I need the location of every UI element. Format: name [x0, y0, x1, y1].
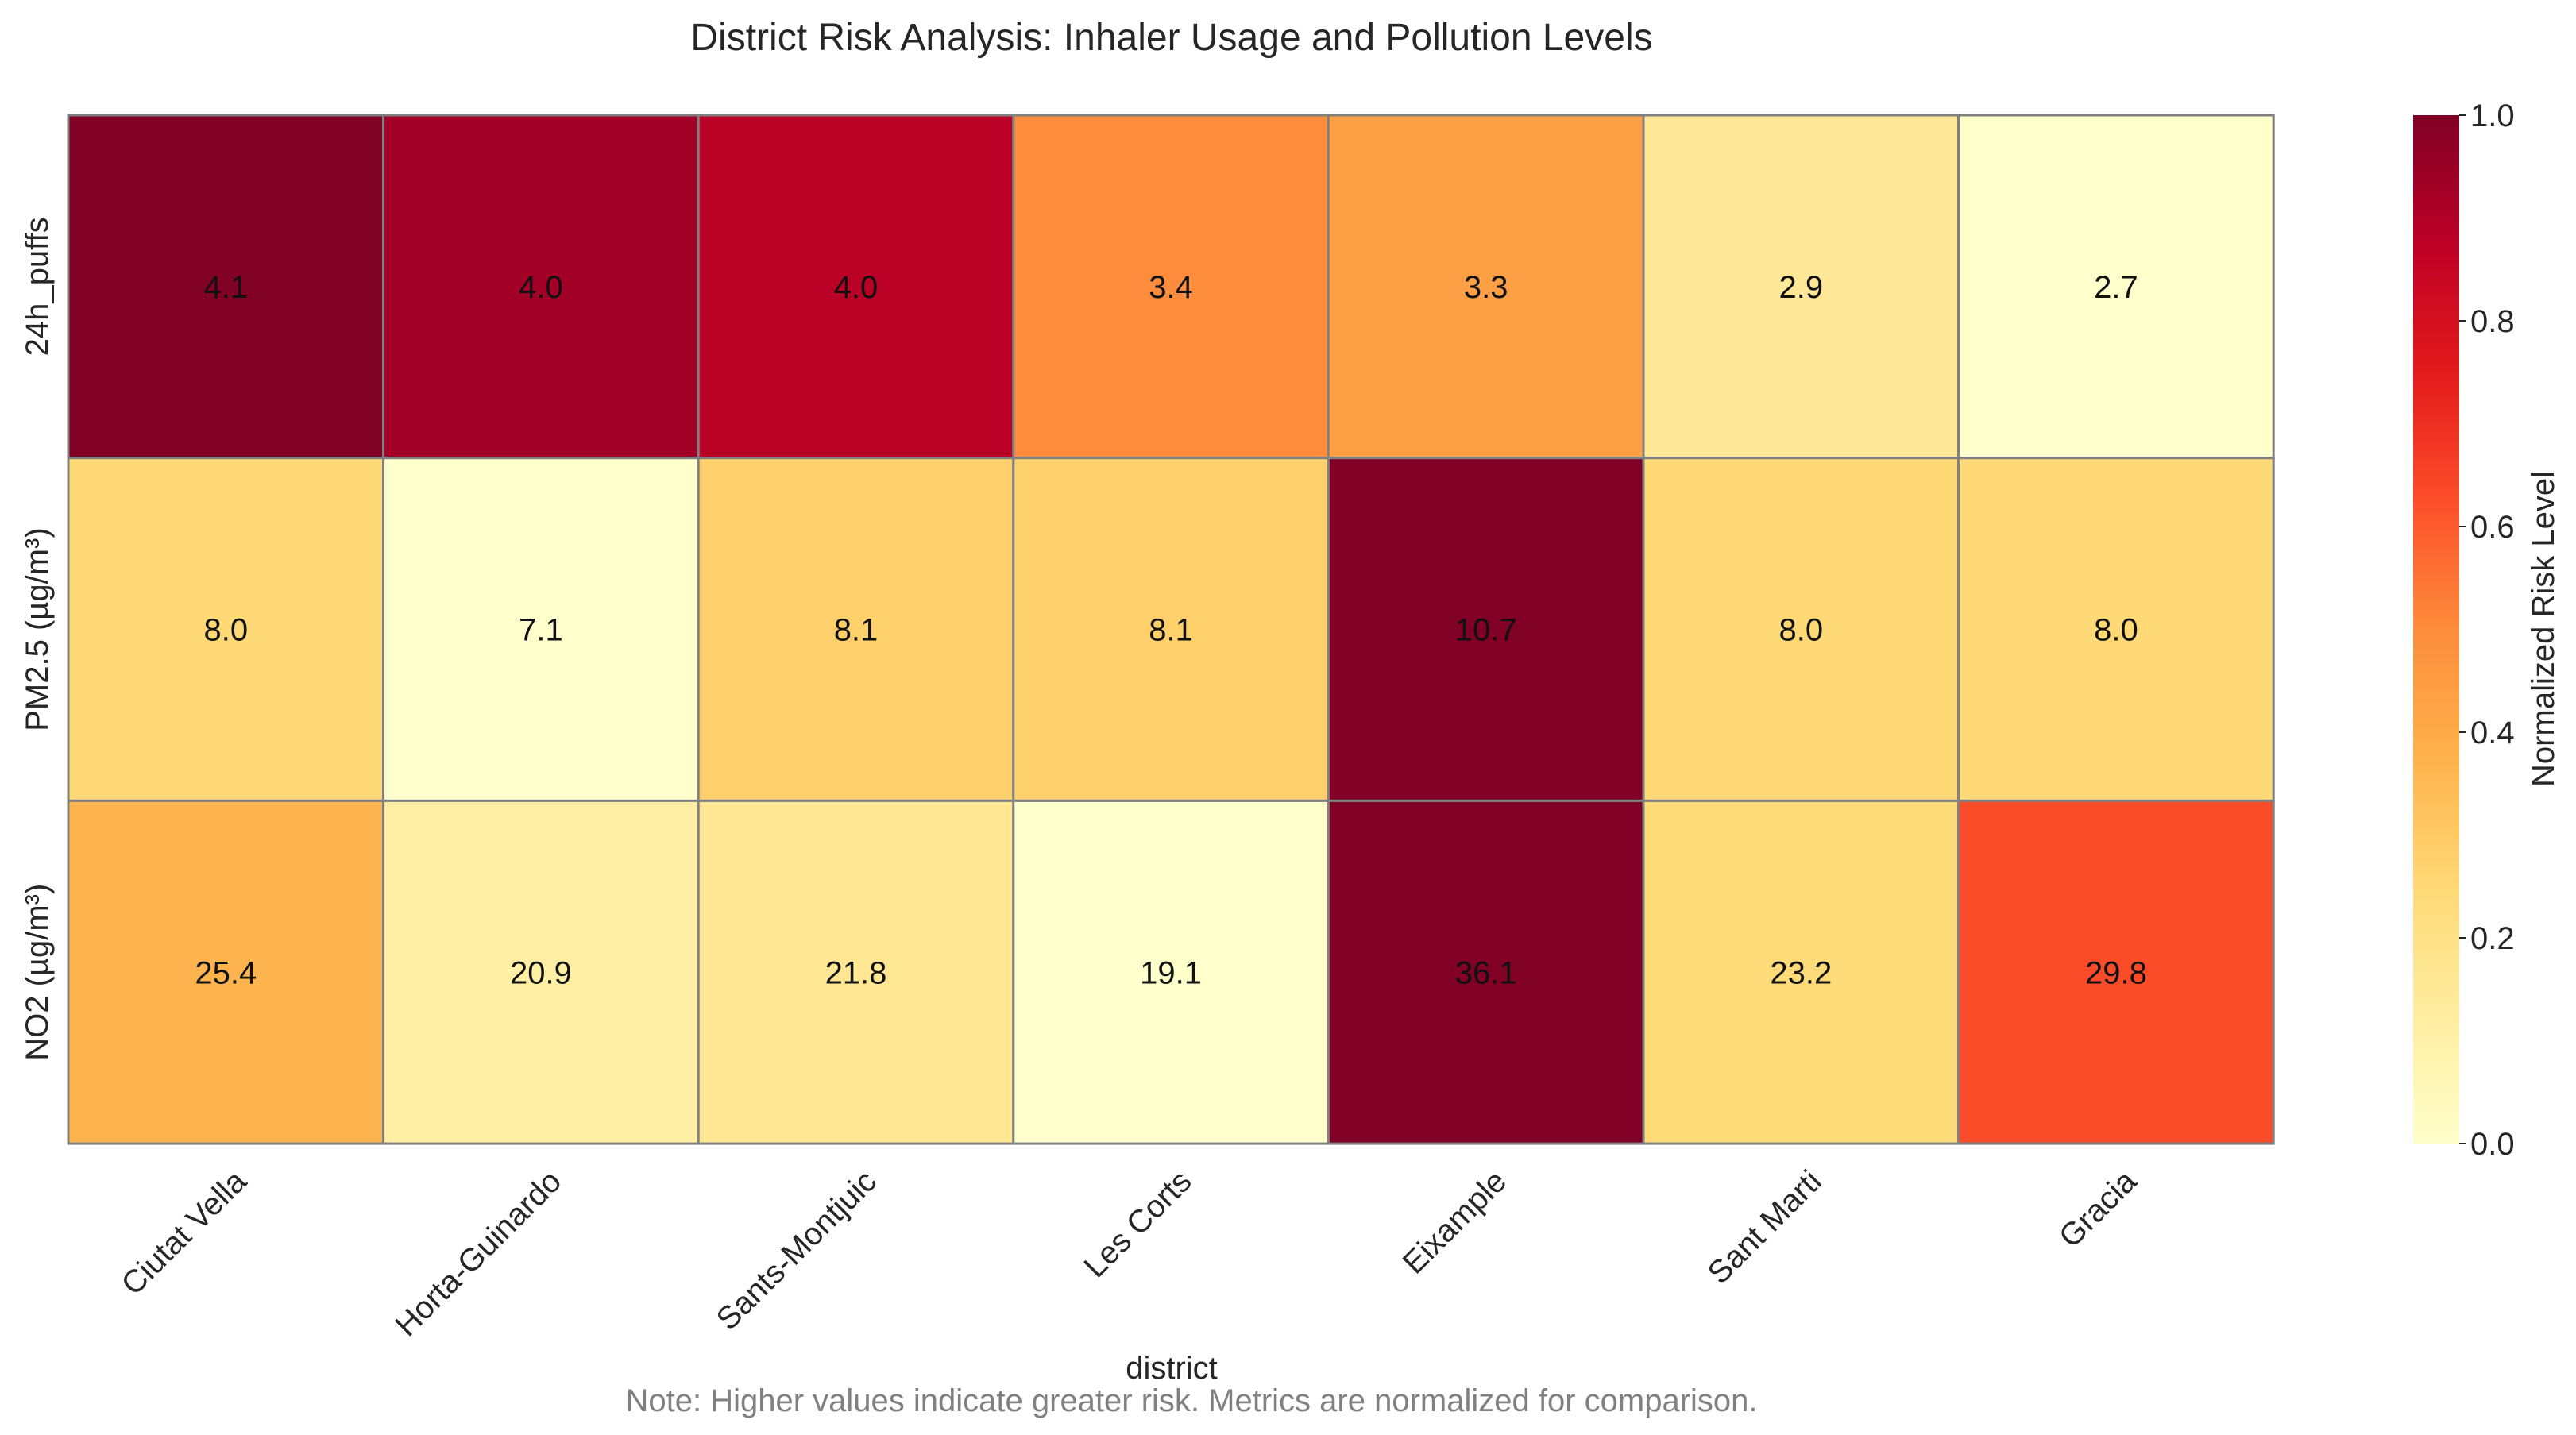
heatmap-cell [1327, 799, 1645, 1145]
row-tick-label: 24h_puffs [20, 217, 55, 356]
colorbar-tick-label: 0.4 [2470, 716, 2515, 750]
chart-title: District Risk Analysis: Inhaler Usage an… [690, 17, 1652, 59]
heatmap-cells: 4.1 4.0 4.0 3.4 3.3 2.9 2.7 8.0 7.1 8.1 8.1 10.7 8.0… [67, 114, 2275, 1145]
heatmap-cell [1957, 799, 2275, 1145]
heatmap-cell [697, 457, 1015, 802]
cell-value-label: 36.1 [1455, 955, 1517, 990]
cell-value-label: 8.1 [834, 613, 879, 648]
cell-value-label: 20.9 [510, 955, 572, 990]
heatmap-cell [697, 114, 1015, 460]
row-tick-label: PM2.5 (µg/m³) [20, 527, 55, 731]
heatmap-cell [1642, 114, 1960, 460]
cell-value-label: 8.0 [2094, 613, 2138, 648]
cell-value-label: 23.2 [1770, 955, 1832, 990]
colorbar-gradient [2413, 115, 2459, 1144]
x-axis-label: district [1126, 1351, 1218, 1386]
colorbar: 0.0 0.2 0.4 0.6 0.8 1.0 Normalized Risk Level [2413, 98, 2561, 1162]
heatmap-cell [382, 114, 700, 460]
cell-value-label: 25.4 [195, 955, 257, 990]
cell-value-label: 10.7 [1455, 613, 1517, 648]
heatmap-cell [67, 457, 385, 802]
cell-value-label: 2.7 [2094, 270, 2138, 305]
colorbar-ticks: 0.0 0.2 0.4 0.6 0.8 1.0 [2459, 98, 2515, 1162]
cell-value-label: 3.4 [1149, 270, 1193, 305]
heatmap-cell [1327, 457, 1645, 802]
note-text: Note: Higher values indicate greater ris… [625, 1383, 1757, 1418]
heatmap-cell [1642, 799, 1960, 1145]
cell-value-label: 2.9 [1778, 270, 1823, 305]
cell-value-label: 4.0 [834, 270, 879, 305]
cell-value-label: 4.1 [203, 270, 248, 305]
column-tick-label: Ciutat Vella [114, 1163, 253, 1302]
cell-value-label: 8.0 [203, 613, 248, 648]
heatmap-cell [1012, 799, 1330, 1145]
cell-value-label: 21.8 [825, 955, 887, 990]
cell-value-label: 8.0 [1778, 613, 1823, 648]
colorbar-tick-label: 0.6 [2470, 510, 2515, 545]
column-tick-label: Eixample [1396, 1163, 1513, 1280]
heatmap-cell [1012, 114, 1330, 460]
heatmap-cell [697, 799, 1015, 1145]
colorbar-tick-label: 0.0 [2470, 1127, 2515, 1162]
heatmap-cell [67, 114, 385, 460]
column-tick-label: Sant Marti [1701, 1163, 1829, 1290]
colorbar-label: Normalized Risk Level [2526, 471, 2561, 787]
cell-value-label: 8.1 [1149, 613, 1193, 648]
heatmap-cell [1327, 114, 1645, 460]
heatmap-cell [382, 799, 700, 1145]
column-tick-label: Horta-Guinardo [388, 1163, 568, 1343]
cell-value-label: 19.1 [1140, 955, 1202, 990]
cell-value-label: 3.3 [1464, 270, 1508, 305]
heatmap-cell [1957, 457, 2275, 802]
column-tick-label: Les Corts [1077, 1163, 1198, 1284]
column-tick-label: Sants-Montjuic [710, 1163, 883, 1337]
heatmap-cell [1642, 457, 1960, 802]
cell-value-label: 7.1 [519, 613, 563, 648]
column-tick-label: Gracia [2053, 1163, 2144, 1255]
cell-value-label: 29.8 [2085, 955, 2147, 990]
cell-value-label: 4.0 [519, 270, 563, 305]
colorbar-tick-label: 1.0 [2470, 98, 2515, 133]
heatmap-cell [67, 799, 385, 1145]
row-labels: 24h_puffs PM2.5 (µg/m³) NO2 (µg/m³) [20, 217, 55, 1060]
colorbar-tick-label: 0.8 [2470, 304, 2515, 339]
colorbar-tick-label: 0.2 [2470, 921, 2515, 956]
column-labels: Ciutat Vella Horta-Guinardo Sants-Montjuic… [114, 1163, 2143, 1344]
row-tick-label: NO2 (µg/m³) [20, 884, 55, 1061]
